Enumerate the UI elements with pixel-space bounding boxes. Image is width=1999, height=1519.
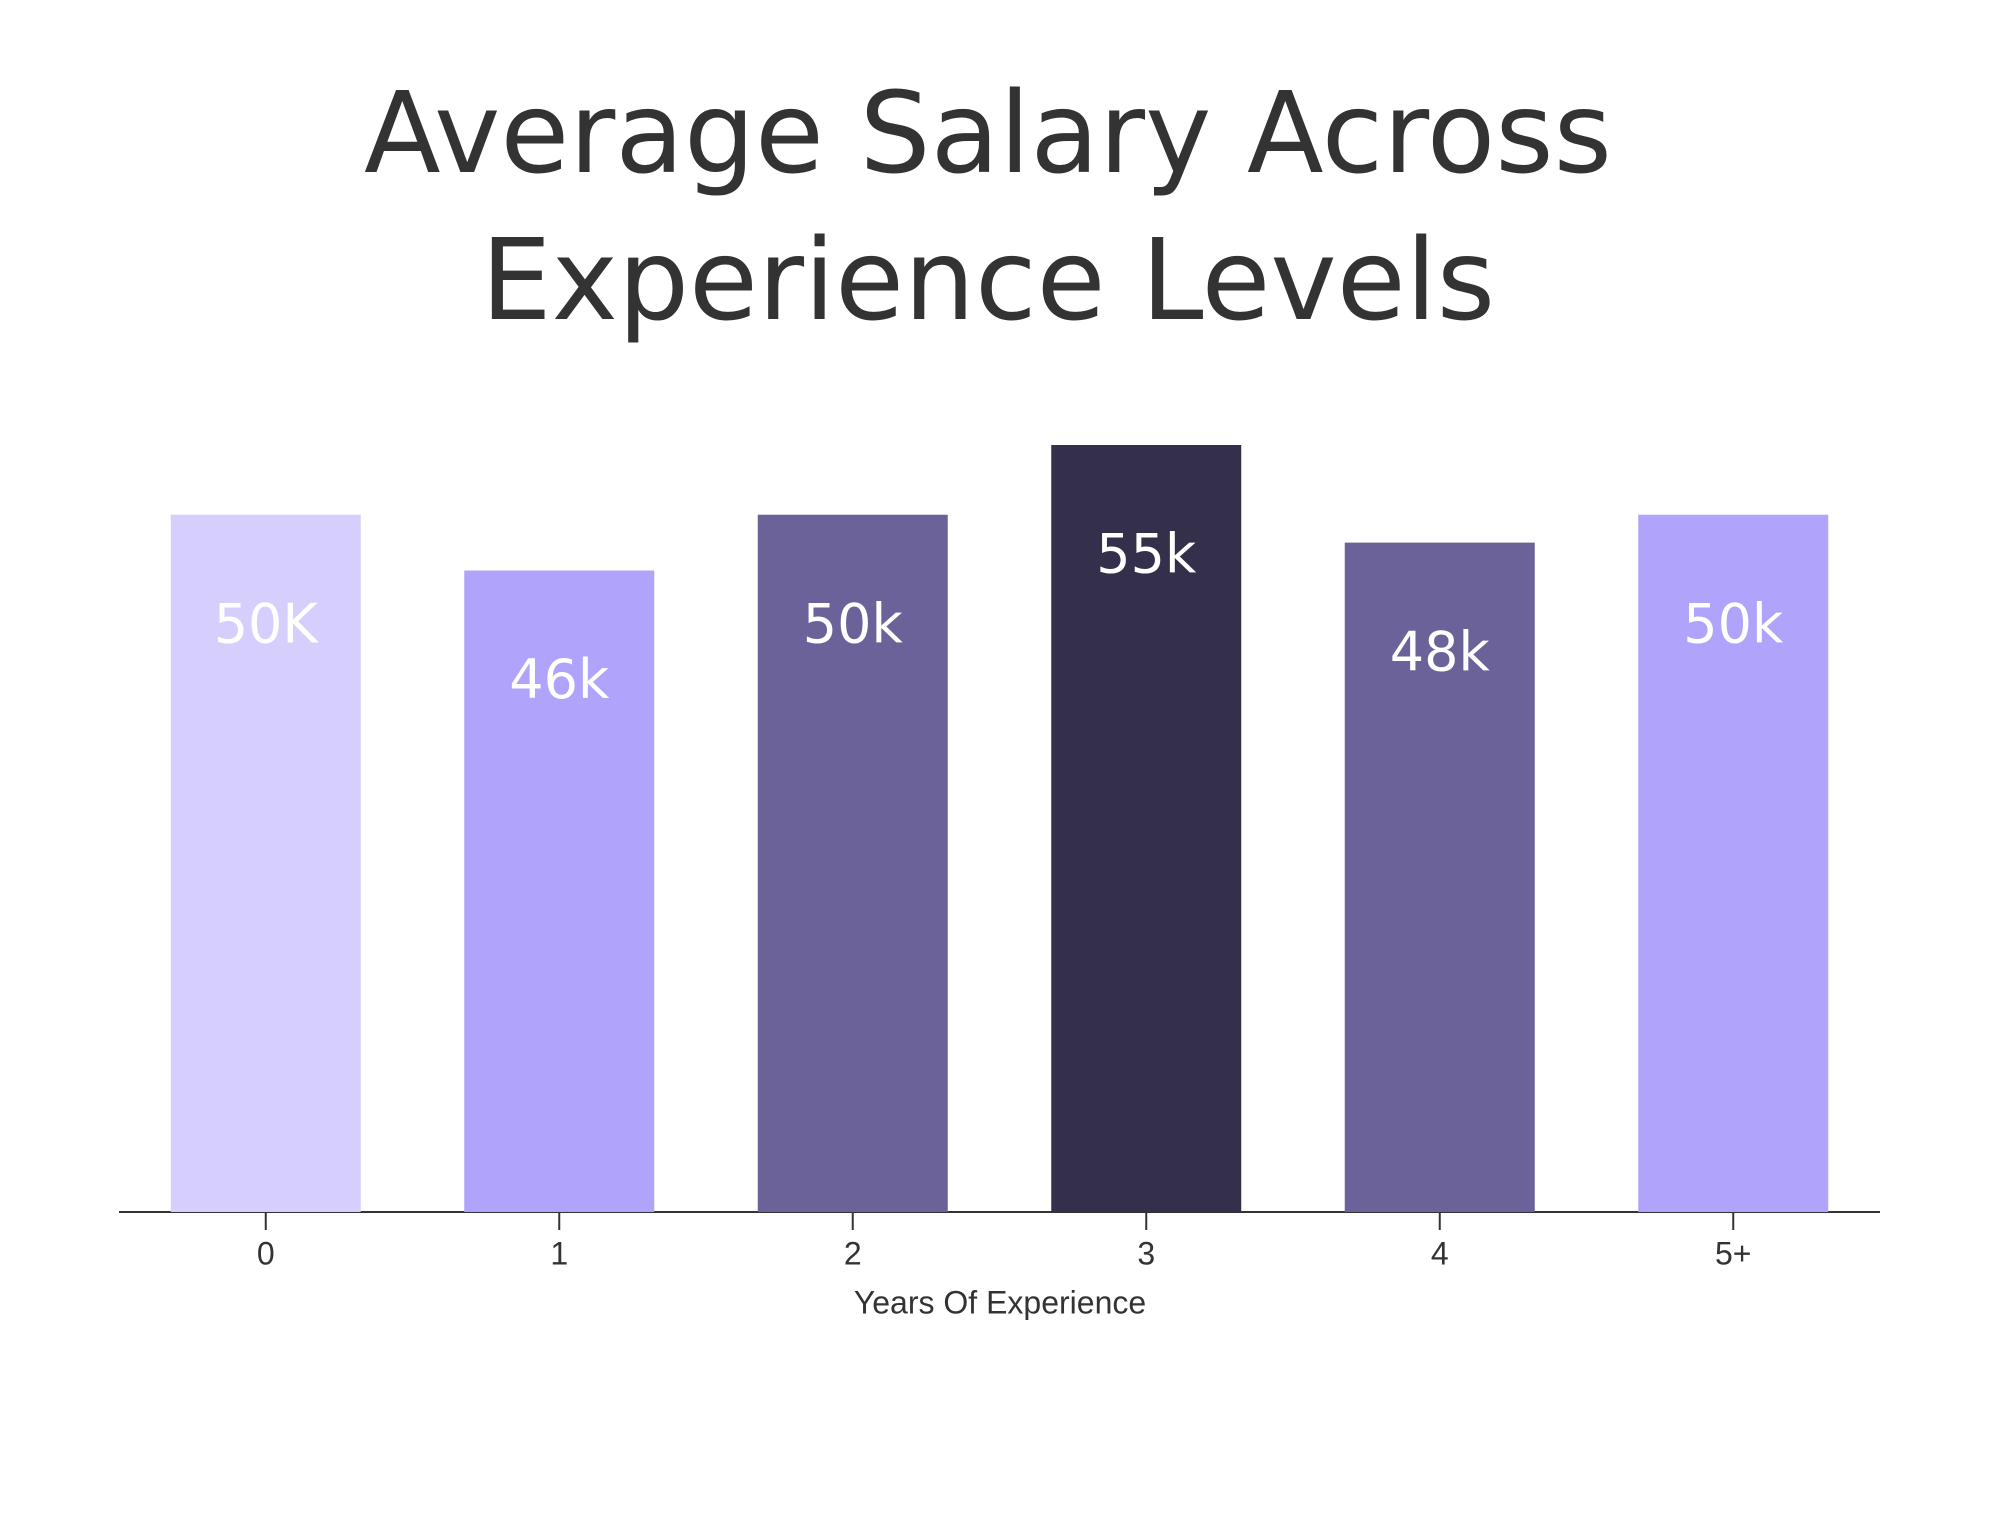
value-label: 48k <box>1390 620 1491 683</box>
value-label: 50K <box>214 592 320 655</box>
chart-title: Experience Levels <box>481 216 1495 346</box>
x-tick-label: 5+ <box>1715 1235 1751 1271</box>
x-tick-label: 2 <box>844 1235 862 1271</box>
bar <box>170 514 361 1212</box>
bar <box>1344 542 1535 1212</box>
bar <box>757 514 948 1212</box>
x-tick-label: 0 <box>257 1235 275 1271</box>
x-tick-label: 1 <box>550 1235 568 1271</box>
x-tick-label: 3 <box>1137 1235 1155 1271</box>
value-label: 50k <box>803 592 904 655</box>
bar <box>1638 514 1829 1212</box>
bar <box>464 570 655 1212</box>
value-label: 46k <box>509 648 610 711</box>
x-tick-label: 4 <box>1431 1235 1449 1271</box>
value-label: 55k <box>1096 523 1197 586</box>
bar <box>1051 445 1242 1212</box>
value-label: 50k <box>1683 592 1784 655</box>
x-axis-title: Years Of Experience <box>854 1284 1146 1320</box>
chart-title: Average Salary Across <box>364 69 1612 199</box>
